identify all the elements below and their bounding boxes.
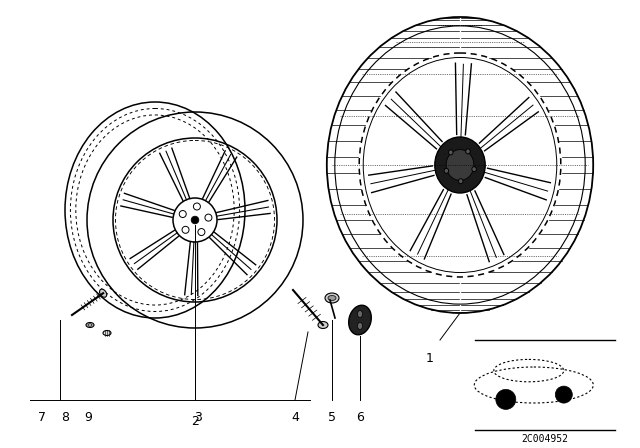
Circle shape <box>496 389 516 409</box>
Ellipse shape <box>358 310 362 318</box>
Ellipse shape <box>191 216 199 224</box>
Text: 1: 1 <box>426 352 434 365</box>
Ellipse shape <box>446 150 474 181</box>
Text: 5: 5 <box>328 411 336 424</box>
Ellipse shape <box>349 305 371 335</box>
Ellipse shape <box>466 149 470 154</box>
Ellipse shape <box>325 293 339 303</box>
Ellipse shape <box>103 331 111 336</box>
Text: 2C004952: 2C004952 <box>522 434 568 444</box>
Ellipse shape <box>318 322 328 328</box>
Ellipse shape <box>458 179 463 184</box>
Ellipse shape <box>435 137 485 193</box>
Ellipse shape <box>472 167 476 172</box>
Text: 8: 8 <box>61 411 69 424</box>
Ellipse shape <box>449 150 453 155</box>
Circle shape <box>556 386 572 403</box>
Text: 6: 6 <box>356 411 364 424</box>
Text: 2: 2 <box>191 415 199 428</box>
Ellipse shape <box>444 168 449 173</box>
Text: 3: 3 <box>194 411 202 424</box>
Text: 7: 7 <box>38 411 46 424</box>
Ellipse shape <box>328 296 336 301</box>
Text: 9: 9 <box>84 411 92 424</box>
Ellipse shape <box>100 289 107 297</box>
Ellipse shape <box>358 323 362 329</box>
Text: 4: 4 <box>291 411 299 424</box>
Ellipse shape <box>86 323 94 327</box>
